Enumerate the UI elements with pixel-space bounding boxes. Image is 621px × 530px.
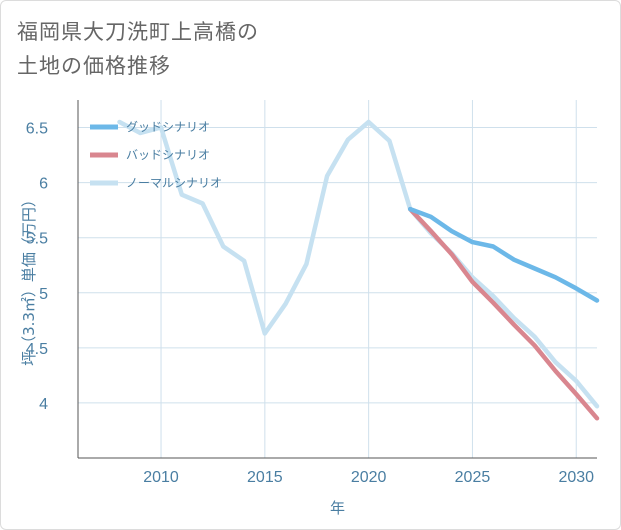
x-tick-label-2010: 2010 — [143, 469, 179, 486]
series-line-2 — [117, 119, 600, 409]
x-axis-title: 年 — [330, 499, 345, 517]
y-tick-label-6-5: 6.5 — [26, 121, 48, 138]
x-tick-label-2015: 2015 — [247, 469, 283, 486]
chart-title-line-2: 土地の価格推移 — [17, 54, 171, 78]
y-tick-label-5: 5 — [39, 286, 48, 303]
legend-label-1: バッドシナリオ — [126, 148, 210, 162]
y-axis-title: 坪（3.3㎡）単価（万円） — [20, 192, 38, 366]
series-line-0 — [407, 206, 600, 303]
series-line-1 — [407, 206, 600, 421]
legend-label-0: グッドシナリオ — [126, 120, 210, 134]
y-tick-label-4: 4 — [39, 396, 48, 413]
y-tick-label-6: 6 — [39, 176, 48, 193]
y-tick-label-5-5: 5.5 — [26, 231, 48, 248]
axis-ticks: 2010 2015 2020 2025 2030 4 4.5 5 5.5 6 6.5 — [26, 121, 594, 486]
x-tick-label-2025: 2025 — [455, 469, 491, 486]
chart-title: 福岡県大刀洗町上高橋の 土地の価格推移 — [17, 15, 259, 83]
chart-title-line-1: 福岡県大刀洗町上高橋の — [17, 20, 259, 44]
x-tick-label-2020: 2020 — [351, 469, 387, 486]
plot-frame — [77, 100, 597, 459]
y-tick-label-4-5: 4.5 — [26, 341, 48, 358]
x-tick-label-2030: 2030 — [558, 469, 594, 486]
chart-series — [117, 119, 600, 421]
legend-label-2: ノーマルシナリオ — [126, 176, 222, 190]
